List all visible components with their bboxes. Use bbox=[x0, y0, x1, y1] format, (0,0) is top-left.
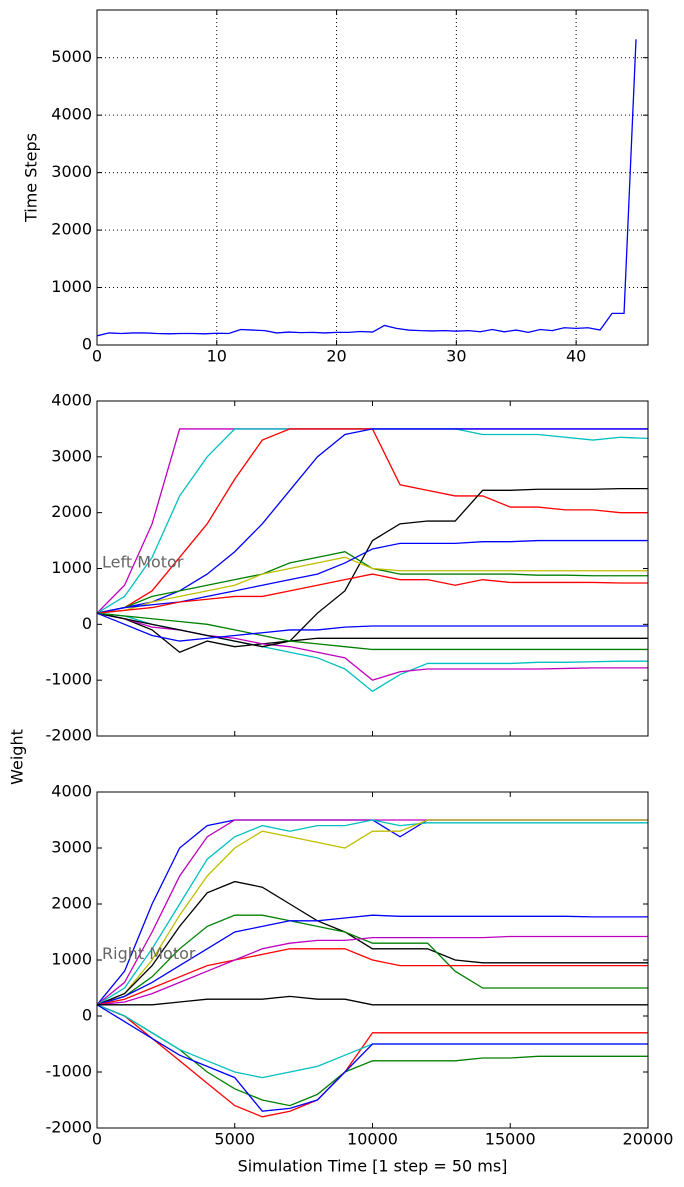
y-tick-label: 4000 bbox=[51, 391, 92, 410]
plot-frame bbox=[96, 791, 649, 1129]
data-line bbox=[97, 612, 648, 681]
data-line bbox=[97, 935, 648, 1006]
data-line bbox=[97, 39, 637, 337]
data-line bbox=[97, 488, 648, 653]
y-tick-label: -1000 bbox=[46, 1062, 93, 1081]
data-line bbox=[97, 428, 648, 614]
x-tick-label: 0 bbox=[92, 1130, 102, 1149]
y-tick-label: 3000 bbox=[51, 162, 92, 181]
x-tick-label: 5000 bbox=[214, 1130, 255, 1149]
y-tick-label: 3000 bbox=[51, 446, 92, 465]
data-line bbox=[97, 819, 648, 1006]
data-line bbox=[97, 612, 648, 651]
y-tick-label: 3000 bbox=[51, 838, 92, 857]
annotation: Left Motor bbox=[102, 552, 184, 571]
data-line bbox=[97, 556, 648, 614]
y-tick-label: 0 bbox=[82, 335, 92, 354]
y-axis-label: Time Steps bbox=[22, 133, 41, 223]
data-line bbox=[97, 914, 648, 1006]
data-line bbox=[97, 1004, 648, 1118]
y-tick-label: 0 bbox=[82, 614, 92, 633]
data-line bbox=[97, 428, 648, 614]
x-tick-label: 10 bbox=[207, 347, 227, 366]
plot-frame bbox=[96, 9, 649, 346]
data-line bbox=[97, 1004, 648, 1079]
data-line bbox=[97, 995, 648, 1006]
y-tick-label: 0 bbox=[82, 1006, 92, 1025]
annotation: Right Motor bbox=[102, 944, 196, 963]
y-tick-label: 2000 bbox=[51, 894, 92, 913]
x-tick-label: 0 bbox=[92, 347, 102, 366]
y-tick-label: 2000 bbox=[51, 220, 92, 239]
x-axis-label: Simulation Time [1 step = 50 ms] bbox=[238, 1157, 508, 1176]
y-tick-label: -2000 bbox=[46, 1118, 93, 1137]
y-tick-label: -1000 bbox=[46, 670, 93, 689]
x-tick-label: 20000 bbox=[623, 1130, 674, 1149]
data-line bbox=[97, 880, 648, 1006]
data-line bbox=[97, 573, 648, 614]
y-tick-label: -2000 bbox=[46, 726, 93, 745]
y-tick-label: 1000 bbox=[51, 277, 92, 296]
data-line bbox=[97, 428, 648, 614]
data-line bbox=[97, 819, 648, 1006]
y-tick-label: 2000 bbox=[51, 502, 92, 521]
data-line bbox=[97, 914, 648, 1006]
y-tick-label: 1000 bbox=[51, 950, 92, 969]
data-line bbox=[97, 428, 648, 614]
x-tick-label: 20 bbox=[326, 347, 346, 366]
data-line bbox=[97, 539, 648, 614]
plot-frame bbox=[96, 400, 649, 737]
data-line bbox=[97, 612, 648, 648]
y-axis-label: Weight bbox=[8, 729, 27, 785]
x-tick-label: 40 bbox=[566, 347, 586, 366]
y-tick-label: 5000 bbox=[51, 47, 92, 66]
x-tick-label: 15000 bbox=[485, 1130, 536, 1149]
y-tick-label: 1000 bbox=[51, 558, 92, 577]
data-line bbox=[97, 1004, 648, 1112]
x-tick-label: 30 bbox=[446, 347, 466, 366]
data-line bbox=[97, 612, 648, 642]
x-tick-label: 10000 bbox=[347, 1130, 398, 1149]
y-tick-label: 4000 bbox=[51, 782, 92, 801]
data-line bbox=[97, 948, 648, 1006]
data-line bbox=[97, 1004, 648, 1107]
y-tick-label: 4000 bbox=[51, 105, 92, 124]
